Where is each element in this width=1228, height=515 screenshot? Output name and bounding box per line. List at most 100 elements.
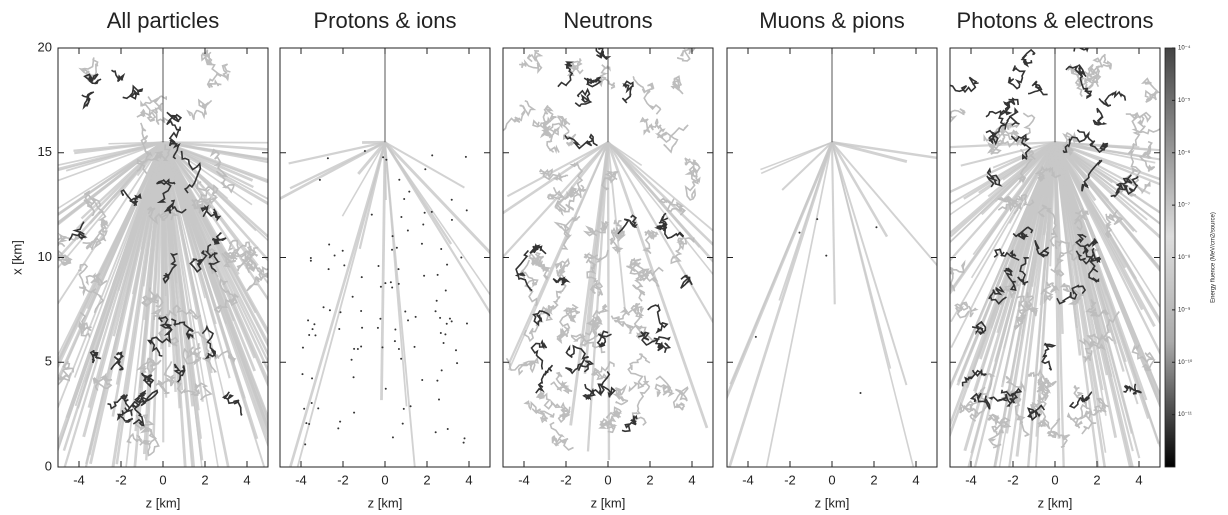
track: [200, 49, 223, 78]
hit: [440, 369, 443, 372]
x-tick-label: -4: [295, 472, 307, 487]
hit: [360, 345, 363, 348]
track: [557, 61, 575, 88]
track: [781, 141, 833, 191]
x-tick-label: 2: [423, 472, 430, 487]
track: [289, 141, 386, 190]
track: [147, 206, 179, 225]
track: [68, 221, 88, 241]
hit: [394, 328, 397, 331]
track: [1104, 209, 1124, 239]
track: [596, 330, 612, 348]
hit: [439, 316, 442, 319]
hit: [352, 376, 355, 379]
hit: [360, 309, 363, 312]
hit: [379, 317, 382, 320]
hit: [395, 246, 398, 249]
track: [1020, 48, 1036, 68]
hit: [434, 431, 437, 434]
track: [954, 301, 979, 319]
track: [993, 248, 1020, 261]
hit: [400, 215, 403, 218]
track: [155, 304, 202, 322]
track: [592, 303, 610, 338]
track: [124, 389, 151, 413]
hit: [414, 315, 417, 318]
hit: [311, 328, 314, 331]
track: [82, 228, 106, 250]
track: [110, 351, 124, 371]
track: [166, 111, 183, 132]
track: [58, 141, 164, 365]
track: [672, 386, 689, 411]
track: [288, 141, 387, 467]
hit: [421, 379, 424, 382]
track: [996, 107, 1020, 134]
track: [204, 243, 221, 273]
track: [1015, 142, 1057, 457]
track: [831, 141, 908, 386]
track: [530, 339, 548, 370]
colorbar-tick-label: 10⁻⁹: [1178, 306, 1191, 313]
x-tick-label: 0: [381, 472, 388, 487]
y-tick-label: 20: [38, 39, 52, 54]
track: [161, 141, 258, 314]
track: [830, 142, 836, 305]
x-tick-label: -2: [784, 472, 796, 487]
track: [92, 372, 113, 391]
x-tick-label: 2: [870, 472, 877, 487]
track: [607, 141, 713, 324]
hit: [308, 423, 311, 426]
y-tick-label: 15: [38, 144, 52, 159]
track: [196, 181, 219, 205]
track: [591, 360, 615, 381]
hit: [397, 347, 400, 350]
track: [182, 343, 202, 366]
track: [83, 190, 102, 217]
track: [1054, 141, 1160, 309]
track: [778, 141, 833, 301]
track: [506, 141, 609, 198]
track: [133, 142, 165, 467]
track: [550, 371, 573, 395]
hit: [307, 319, 310, 322]
track: [574, 87, 593, 108]
hit: [435, 299, 438, 302]
x-tick-label: 0: [604, 472, 611, 487]
x-tick-label: -4: [965, 472, 977, 487]
track: [553, 215, 581, 251]
hit: [464, 155, 467, 158]
colorbar-tick-label: 10⁻¹¹: [1178, 412, 1192, 418]
track: [1081, 159, 1103, 192]
colorbar-tick-label: 10⁻⁷: [1178, 202, 1190, 209]
hit: [401, 422, 404, 425]
hit: [444, 333, 447, 336]
hit: [859, 391, 862, 394]
track: [601, 170, 619, 191]
track: [503, 141, 609, 215]
track: [607, 141, 713, 247]
track: [162, 140, 268, 151]
hit: [389, 281, 392, 284]
track: [78, 57, 99, 82]
track: [122, 84, 144, 100]
track-layer: [503, 48, 713, 461]
track: [1054, 141, 1100, 153]
hit: [384, 282, 387, 285]
hit: [309, 259, 312, 262]
hit: [313, 323, 316, 326]
track: [997, 278, 1020, 306]
track: [62, 141, 165, 451]
track: [639, 116, 666, 136]
track: [1059, 282, 1085, 306]
track: [950, 141, 1056, 206]
hit: [420, 242, 423, 245]
colorbar-label: Energy fluence (MeV/cm2/source): [1211, 212, 1217, 303]
track: [357, 141, 387, 175]
x-axis-label: z [km]: [1038, 495, 1073, 510]
track: [1123, 383, 1142, 395]
track: [1098, 90, 1127, 107]
track: [1000, 387, 1023, 407]
track-layer: [280, 48, 490, 467]
track: [627, 353, 651, 392]
